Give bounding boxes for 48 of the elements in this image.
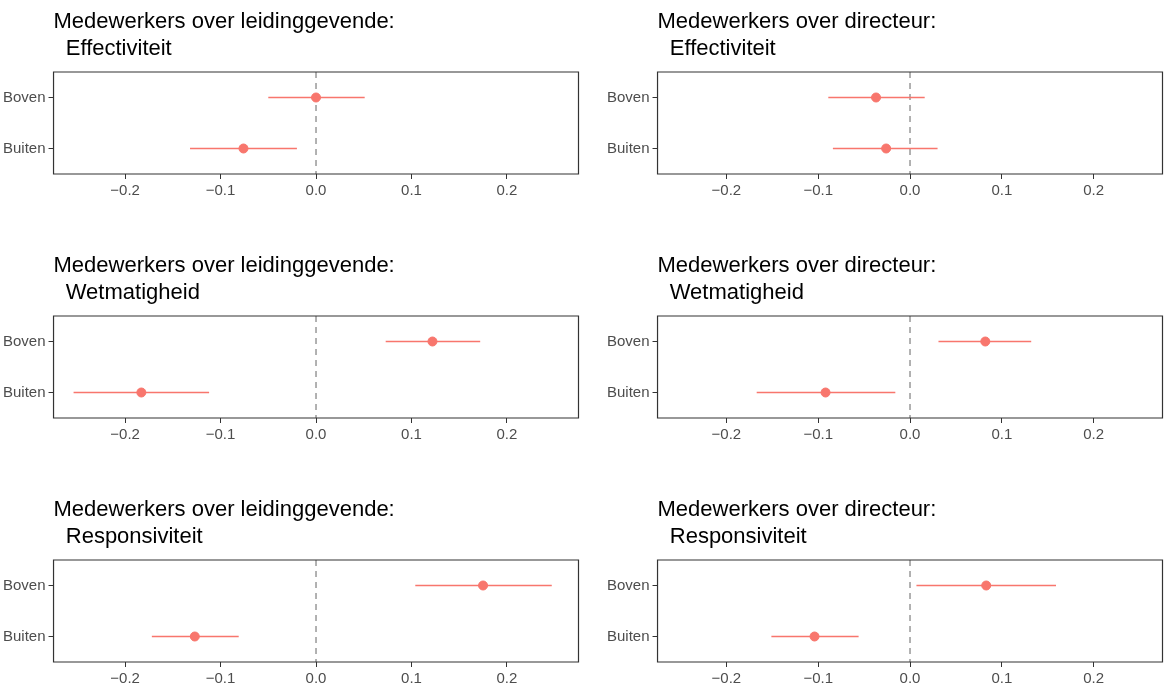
x-tick-label: −0.2 — [110, 669, 140, 687]
x-tick-label: −0.1 — [205, 669, 236, 687]
chart-title: Medewerkers over directeur: Effectiviteit — [657, 8, 937, 60]
x-tick-label: 0.1 — [401, 669, 422, 687]
x-tick-label: 0.2 — [1083, 425, 1105, 443]
x-tick-label: 0.0 — [305, 669, 327, 687]
y-tick-label: Buiten — [606, 626, 650, 644]
x-tick-label: 0.0 — [305, 425, 327, 443]
x-tick-label: 0.2 — [496, 669, 518, 687]
x-tick-label: −0.1 — [205, 425, 236, 443]
y-tick-label: Buiten — [2, 382, 46, 400]
x-tick-label: 0.2 — [1083, 181, 1105, 199]
x-tick-label: 0.0 — [899, 669, 921, 687]
y-tick-label: Buiten — [2, 626, 46, 644]
x-tick-label: 0.1 — [401, 425, 422, 443]
x-tick-label: −0.2 — [711, 669, 742, 687]
x-tick-label: 0.1 — [991, 425, 1013, 443]
chart-title: Medewerkers over directeur: Wetmatigheid — [657, 252, 937, 304]
y-tick-label: Buiten — [2, 138, 46, 156]
x-tick-label: 0.1 — [401, 181, 422, 199]
x-tick-label: 0.0 — [305, 181, 327, 199]
x-tick-label: 0.1 — [991, 181, 1013, 199]
x-tick-label: 0.0 — [899, 181, 921, 199]
chart-title: Medewerkers over leidinggevende: Wetmatigheid — [53, 252, 395, 304]
y-tick-label: Buiten — [606, 138, 650, 156]
x-tick-label: −0.2 — [711, 425, 742, 443]
x-tick-label: 0.0 — [899, 425, 921, 443]
chart-title: Medewerkers over directeur: Responsiviteit — [657, 496, 937, 548]
x-tick-label: −0.2 — [110, 181, 140, 199]
x-tick-label: −0.1 — [803, 669, 834, 687]
y-tick-label: Boven — [2, 87, 46, 105]
y-tick-label: Boven — [606, 575, 650, 593]
x-tick-label: −0.1 — [205, 181, 236, 199]
x-tick-label: −0.2 — [711, 181, 742, 199]
chart-title: Medewerkers over leidinggevende: Responsiviteit — [53, 496, 395, 548]
chart-title: Medewerkers over leidinggevende: Effectiviteit — [53, 8, 395, 60]
x-tick-label: 0.2 — [496, 181, 518, 199]
y-tick-label: Boven — [2, 331, 46, 349]
y-tick-label: Boven — [606, 87, 650, 105]
y-tick-label: Boven — [606, 331, 650, 349]
x-tick-label: 0.1 — [991, 669, 1013, 687]
x-tick-label: 0.2 — [1083, 669, 1105, 687]
x-tick-label: −0.2 — [110, 425, 140, 443]
x-tick-label: −0.1 — [803, 181, 834, 199]
x-tick-label: 0.2 — [496, 425, 518, 443]
x-tick-label: −0.1 — [803, 425, 834, 443]
y-tick-label: Boven — [2, 575, 46, 593]
y-tick-label: Buiten — [606, 382, 650, 400]
